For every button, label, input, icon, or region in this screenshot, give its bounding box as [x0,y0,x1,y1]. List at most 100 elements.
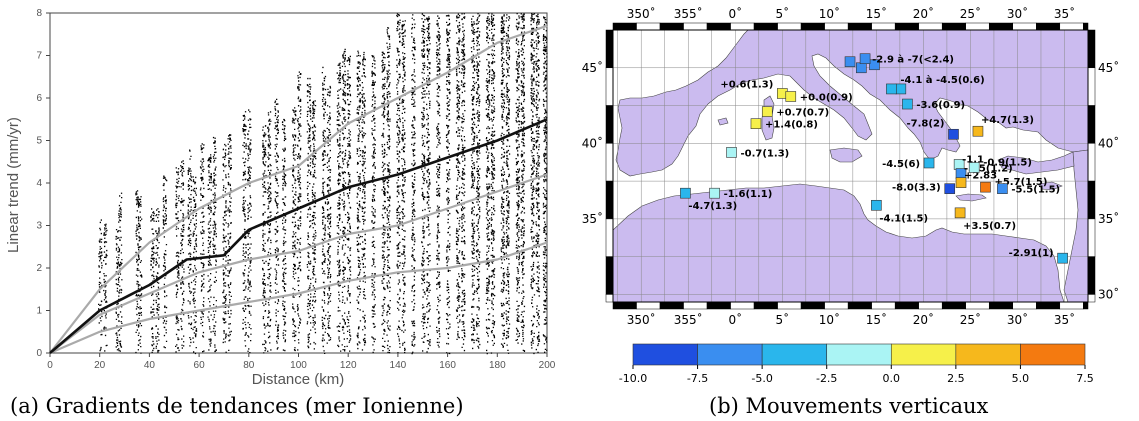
x-tick-label: 0 [47,360,53,371]
lat-label-right: 30˚ [1098,286,1119,301]
x-axis-label: Distance (km) [252,371,345,388]
y-tick-label: 2 [36,263,42,274]
lat-label-right: 45˚ [1098,60,1119,75]
x-tick-label: 180 [489,360,506,371]
y-tick-label: 1 [36,306,42,317]
band-line-2 [49,241,548,355]
y-tick-labels: 0 1 2 3 4 5 6 7 8 [36,8,50,359]
mean-line [49,118,548,354]
gps-marker [750,118,762,129]
y-axis-label: Linear trend (mm/yr) [5,117,22,253]
caption-a: (a) Gradients de tendances (mer Ionienne… [10,394,464,418]
gps-marker-label: +1.4(0.8) [765,120,818,131]
gps-marker [871,199,882,211]
border-seg-bottom [683,301,708,310]
border-seg-top [1083,22,1089,31]
lon-label-bottom: 5˚ [775,312,789,327]
border-seg-top [965,22,990,31]
border-seg-top [941,22,966,31]
border-seg-top [753,22,778,31]
border-seg-bottom [800,301,825,310]
colorbar-tick-label: 7.5 [1076,372,1094,385]
lat-label-right: 35˚ [1098,211,1119,226]
balearics [717,117,729,126]
africa-land [613,183,1065,302]
band-line-0 [49,24,548,354]
gps-marker-label: -5.5(1.5) [1011,185,1060,196]
trend-scatter-chart: 0 20 40 60 80 100 120 140 160 180 200 0 1 2 3 4 5 6 7 8 Di… [5,8,556,388]
gps-marker [785,91,797,102]
border-seg-top [847,22,872,31]
gps-marker-label: -8.0(3.3) [892,183,941,194]
border-seg-bottom [706,301,731,310]
lat-labels-left: 45˚ 40˚ 35˚ [582,60,603,226]
scatter-dots [98,13,548,355]
y-tick-label: 8 [36,8,42,19]
gps-marker [844,56,856,68]
gps-marker [972,125,984,137]
x-tick-label: 140 [390,360,407,371]
border-seg-right [1087,218,1096,257]
border-seg-bottom [730,301,755,310]
border-seg-top [612,22,637,31]
border-seg-top [1012,22,1037,31]
gps-marker [680,187,691,199]
gps-marker [923,157,935,169]
colorbar-segment [826,343,892,366]
cyprus [1037,181,1063,191]
border-seg-right [1087,143,1096,182]
border-seg-bottom [1083,301,1089,310]
gps-marker [856,62,867,74]
lon-label-top: 350˚ [627,6,656,21]
border-seg-right [1087,256,1096,295]
scatter-points [98,13,548,355]
lon-label-bottom: 25˚ [960,312,981,327]
lon-label-top: 10˚ [819,6,840,21]
gps-marker-label: +5.7(1.5) [994,177,1047,188]
lon-label-bottom: 355˚ [674,312,703,327]
gps-marker-label: -1.6(1.1) [724,189,773,200]
colorbar-tick-label: -5.0 [751,372,772,385]
corsica-sardinia [761,95,775,141]
lon-label-bottom: 35˚ [1054,312,1075,327]
border-seg-bottom [659,301,684,310]
border-seg-left [605,67,614,106]
lon-label-top: 35˚ [1054,6,1075,21]
lon-label-top: 355˚ [674,6,703,21]
gps-marker-label: -2.91(1) [1009,248,1054,259]
border-seg-right [1087,180,1096,220]
border-seg-bottom [941,301,966,310]
border-seg-bottom [1036,301,1061,310]
border-seg-bottom [636,301,661,310]
border-seg-top [988,22,1014,31]
colorbar: -10.0 -7.5 -5.0 -2.5 0.0 2.5 5.0 7.5 [619,343,1094,385]
gps-marker [761,106,773,117]
colorbar-segment [890,343,957,366]
lon-label-top: 25˚ [960,6,981,21]
gps-marker-label: -4.7(1.3) [688,201,737,212]
x-tick-label: 60 [194,360,206,371]
lat-label-left: 45˚ [582,60,603,75]
lon-labels-top: 350˚ 355˚ 0˚ 5˚ 10˚ 15˚ 20˚ 25˚ 30˚ 35˚ [627,6,1075,21]
border-seg-bottom [612,301,637,310]
lon-label-top: 5˚ [775,6,789,21]
gps-marker [1057,252,1068,264]
anatolia-land [997,151,1075,175]
colorbar-segment [955,343,1021,366]
gps-marker-label: +0.0(0.9) [800,92,853,103]
gps-marker [944,183,956,194]
border-seg-top [824,22,849,31]
gps-marker [954,207,966,219]
colorbar-tick-label: 0.0 [883,372,901,385]
border-seg-top [730,22,755,31]
crete [955,193,987,202]
europe-land [613,30,1088,177]
gps-marker [997,183,1008,194]
border-seg-right [1087,29,1096,69]
colorbar-segment [1020,343,1086,366]
caption-b: (b) Mouvements verticaux [709,394,989,418]
border-seg-bottom [1012,301,1037,310]
y-tick-label: 0 [36,348,42,359]
gps-marker [709,187,720,199]
border-seg-bottom [777,301,802,310]
